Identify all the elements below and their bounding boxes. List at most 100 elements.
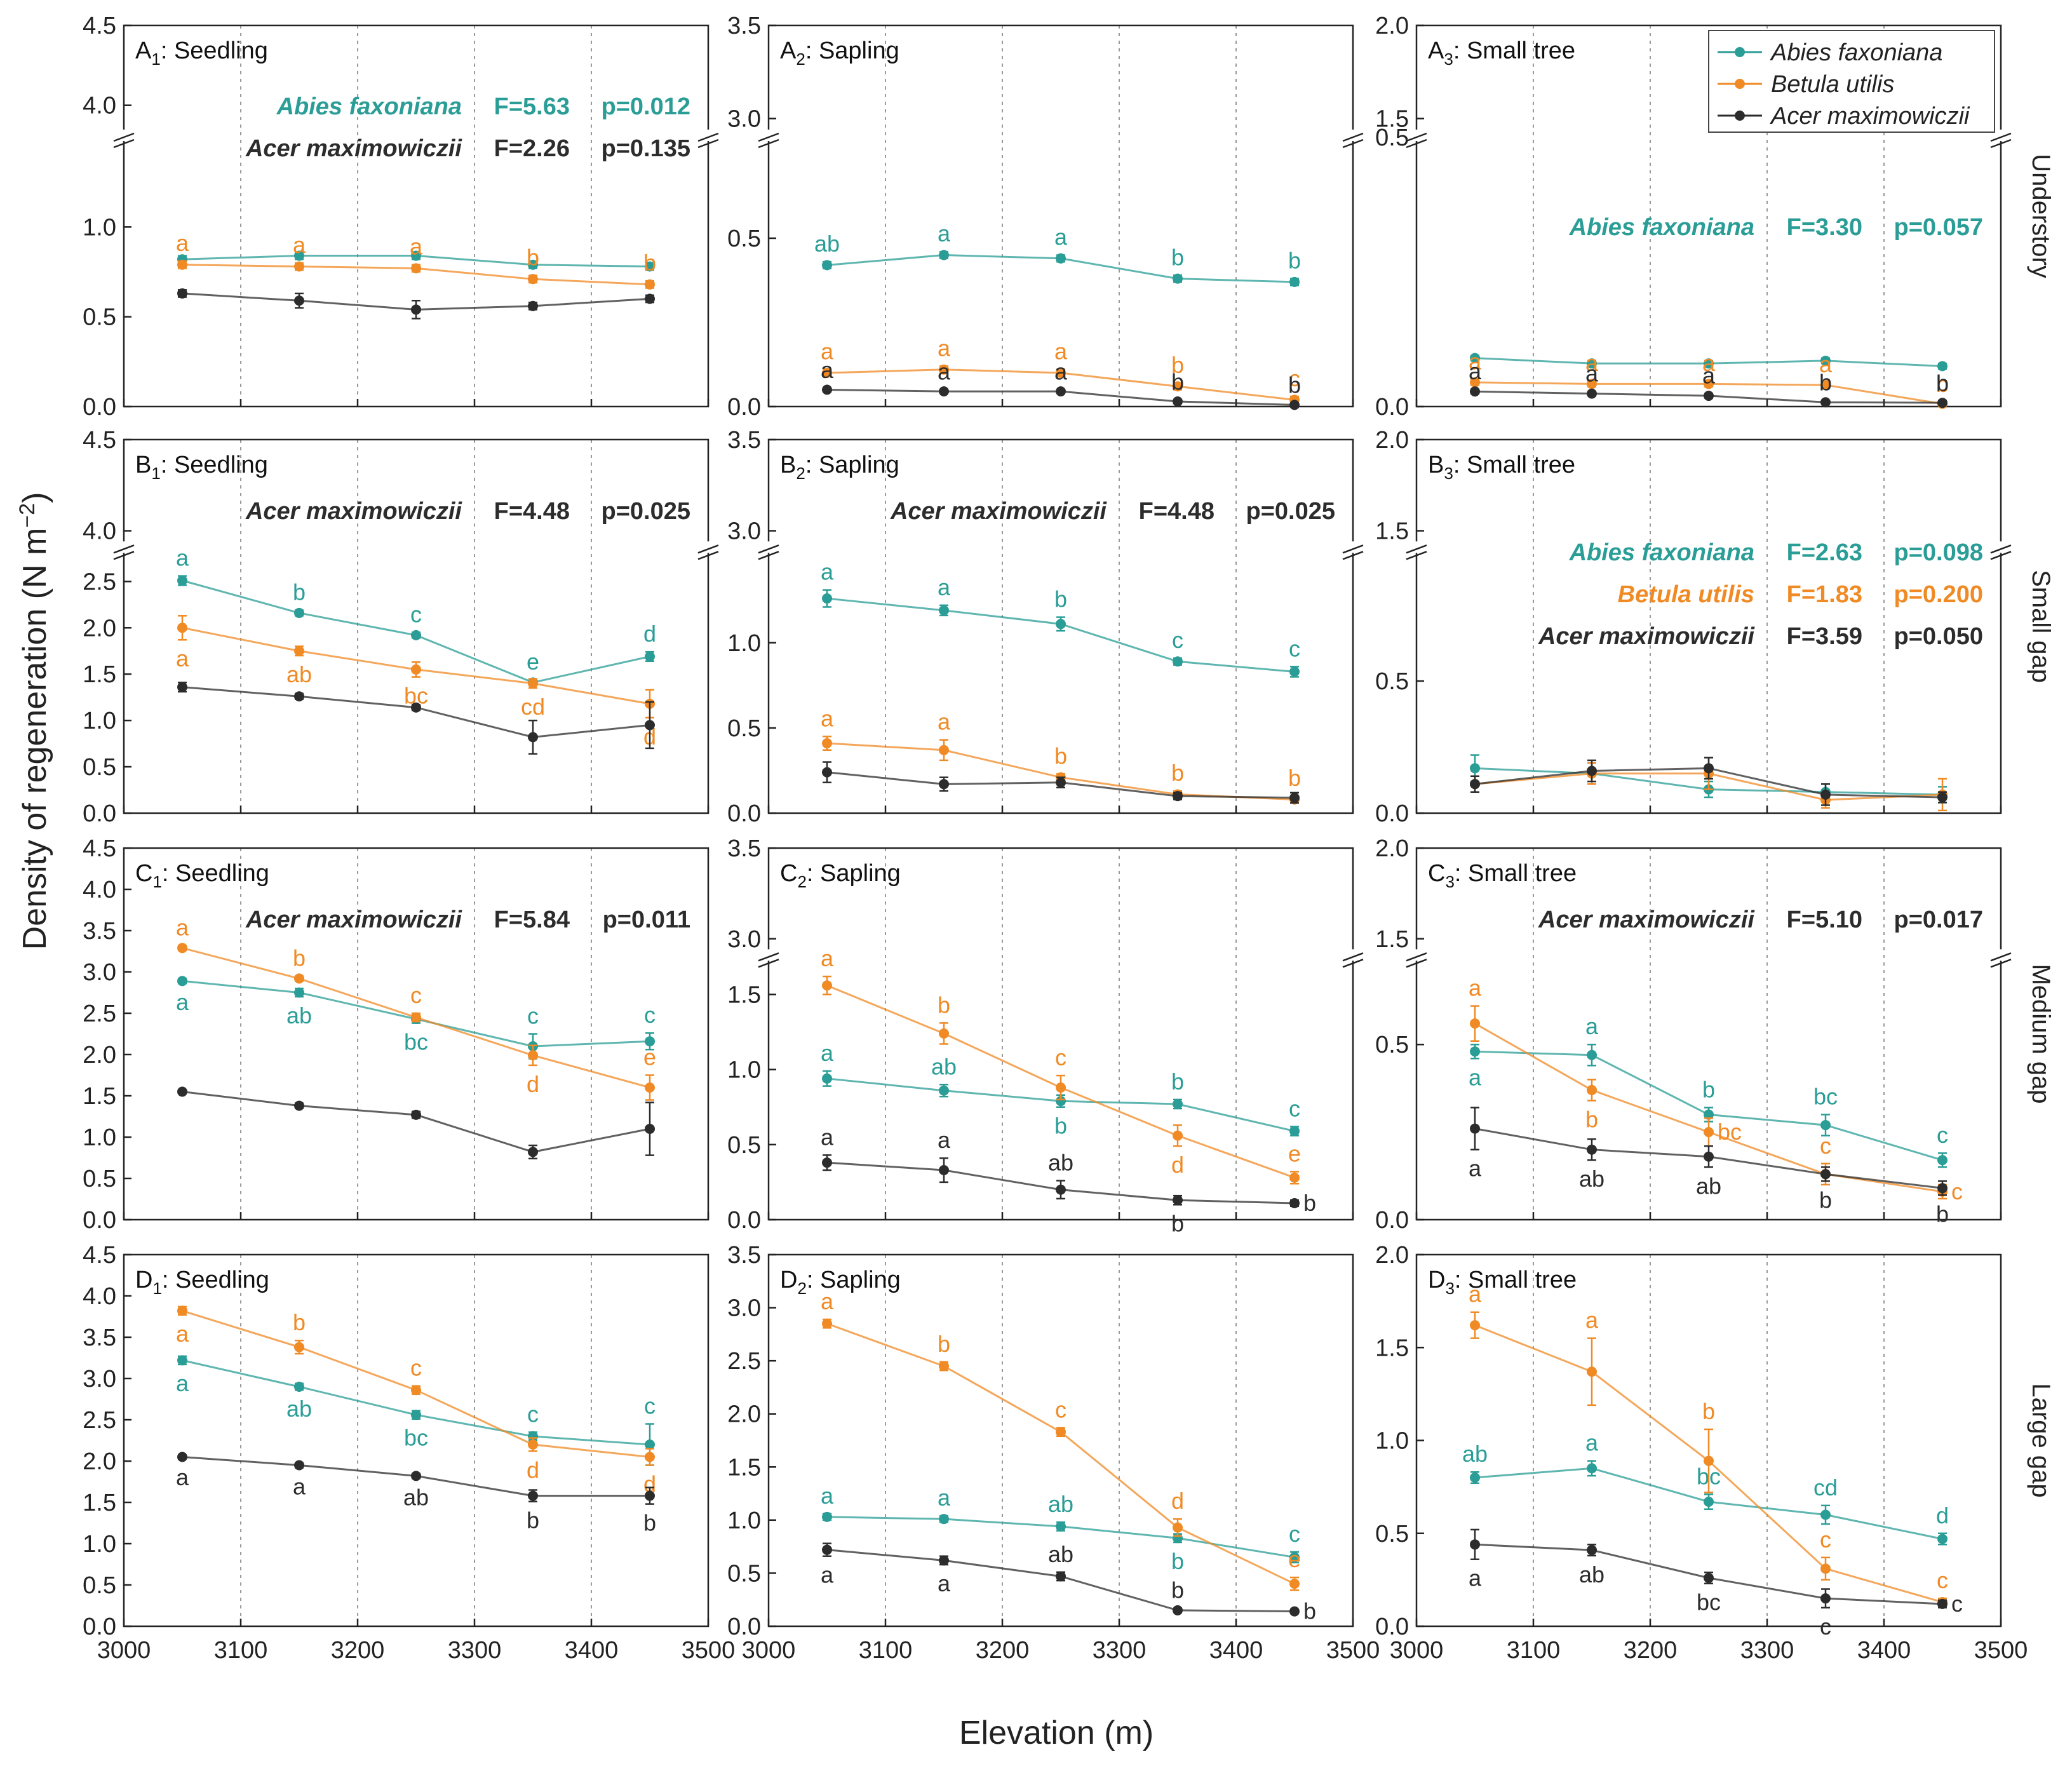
y-tick-label: 0.5 xyxy=(727,715,761,742)
significance-letter: b xyxy=(1171,760,1184,786)
data-point-acer xyxy=(1587,1144,1597,1155)
data-point-abies xyxy=(1470,1473,1480,1483)
stat-p: p=0.017 xyxy=(1894,907,1984,933)
data-point-acer xyxy=(939,1164,949,1175)
significance-letter: b xyxy=(1171,244,1184,270)
data-point-betula xyxy=(645,1452,655,1462)
stat-p: p=0.012 xyxy=(602,93,691,120)
data-point-betula xyxy=(1704,1127,1714,1138)
data-point-abies xyxy=(1056,619,1066,630)
legend-label-betula: Betula utilis xyxy=(1771,71,1894,98)
data-point-abies xyxy=(1587,1049,1597,1060)
data-point-betula xyxy=(528,678,538,689)
axis-break-mark xyxy=(113,132,135,142)
significance-letter: b xyxy=(1936,371,1949,397)
significance-letter: a xyxy=(1819,351,1833,377)
data-point-abies xyxy=(1056,1096,1066,1107)
significance-letter: bc xyxy=(1718,1119,1742,1145)
y-tick-label: 1.0 xyxy=(83,214,116,241)
axis-break-mark xyxy=(1406,551,1427,560)
significance-letter: b xyxy=(1171,1577,1184,1603)
legend-marker-acer xyxy=(1735,111,1745,121)
significance-letter: b xyxy=(293,945,306,971)
significance-letter: a xyxy=(821,1562,834,1588)
data-point-acer xyxy=(1820,789,1831,800)
significance-letter: b xyxy=(527,1507,539,1534)
panel-title: D1: Seedling xyxy=(135,1267,269,1298)
significance-letter: a xyxy=(1585,1430,1599,1456)
significance-letter: c xyxy=(410,1355,422,1381)
significance-letter: b xyxy=(1303,1598,1316,1624)
data-point-acer xyxy=(294,295,304,306)
stat-f: F=3.59 xyxy=(1787,623,1862,650)
data-point-abies xyxy=(1937,1534,1948,1544)
significance-letter: c xyxy=(1289,365,1300,391)
x-tick-label: 3200 xyxy=(976,1637,1030,1664)
y-tick-label: 0.5 xyxy=(727,1560,761,1587)
data-point-acer xyxy=(1470,386,1480,397)
y-tick-label: 4.0 xyxy=(83,518,116,545)
significance-letter: b xyxy=(293,579,306,605)
significance-letter: b xyxy=(1171,1210,1184,1236)
significance-letter: b xyxy=(643,250,656,276)
significance-letter: a xyxy=(821,1483,834,1509)
data-point-betula xyxy=(294,261,304,272)
significance-letter: a xyxy=(1469,1565,1482,1591)
stat-f: F=1.83 xyxy=(1787,581,1862,608)
y-tick-label: 2.5 xyxy=(83,1001,116,1027)
data-point-betula xyxy=(1289,1579,1300,1589)
data-point-abies xyxy=(528,1431,538,1441)
significance-letter: b xyxy=(1171,368,1184,394)
y-tick-label: 1.0 xyxy=(83,1124,116,1151)
stat-species: Abies faxoniana xyxy=(276,93,462,120)
significance-letter: a xyxy=(1469,1156,1482,1182)
panel-frame xyxy=(123,1253,710,1628)
data-point-acer xyxy=(177,1086,187,1097)
significance-letter: d xyxy=(643,1471,656,1497)
data-point-acer xyxy=(411,304,421,315)
data-point-abies xyxy=(177,575,187,586)
axis-break-mark xyxy=(1342,138,1364,149)
significance-letter: a xyxy=(821,1124,834,1150)
panel-title: B3: Small tree xyxy=(1428,452,1575,483)
y-tick-label: 3.5 xyxy=(727,13,761,39)
stat-species: Acer maximowiczii xyxy=(245,135,462,162)
stat-f: F=2.63 xyxy=(1787,539,1862,566)
data-point-acer xyxy=(1289,400,1300,410)
data-point-acer xyxy=(177,288,187,299)
significance-letter: b xyxy=(527,245,539,271)
axis-break-mark xyxy=(113,138,135,149)
data-point-betula xyxy=(1056,1082,1066,1093)
significance-letter: e xyxy=(643,1044,656,1070)
significance-letter: a xyxy=(1054,224,1068,250)
y-tick-label: 3.5 xyxy=(727,1242,761,1269)
significance-letter: b xyxy=(1288,765,1301,791)
significance-letter: a xyxy=(176,230,189,256)
data-point-betula xyxy=(1820,380,1831,391)
y-tick-label: 4.5 xyxy=(83,13,116,39)
significance-letter: cd xyxy=(1813,1474,1838,1500)
data-point-abies xyxy=(1289,1552,1300,1563)
y-tick-label: 3.0 xyxy=(83,1366,116,1392)
significance-letter: d xyxy=(527,1457,539,1483)
significance-letter: a xyxy=(938,359,951,385)
significance-letter: a xyxy=(821,1040,834,1066)
significance-letter: bc xyxy=(404,1029,428,1055)
significance-letter: c xyxy=(1820,1133,1831,1159)
significance-letter: a xyxy=(1054,339,1068,365)
significance-letter: d xyxy=(643,621,656,647)
panel-C3: 0.0 0.5 1.5 2.0 C3: Small tree p=0.017 F=5.10 A… xyxy=(1375,835,2012,1234)
axis-break-mark xyxy=(758,959,779,968)
axis-break-mark xyxy=(1406,132,1427,142)
significance-letter: c xyxy=(1172,627,1183,653)
significance-letter: c xyxy=(410,982,422,1008)
stat-p: p=0.200 xyxy=(1894,581,1984,608)
data-point-abies xyxy=(1173,273,1183,284)
data-point-betula xyxy=(822,368,832,378)
panel-C1: 0.0 0.5 1.0 1.5 2.0 2.5 3.0 3.5 4.0 4.5 C1: Seedli… xyxy=(83,835,710,1234)
data-point-abies xyxy=(1587,1463,1597,1474)
y-tick-label: 0.0 xyxy=(83,1207,116,1234)
